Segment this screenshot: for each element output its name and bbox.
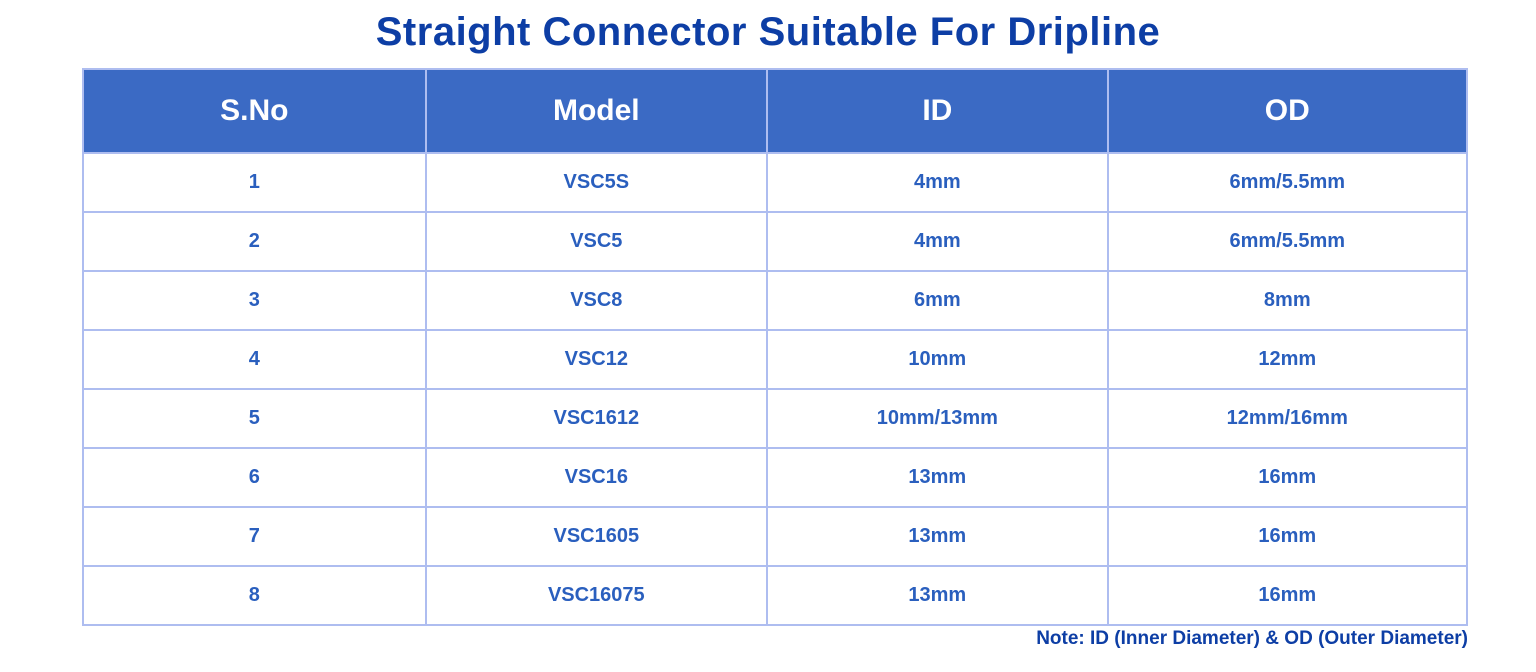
cell-sno: 3 <box>82 270 427 331</box>
header-row: S.No Model ID OD <box>82 68 1469 154</box>
table-row: 4 VSC12 10mm 12mm <box>82 329 1469 390</box>
cell-model: VSC5S <box>424 152 769 213</box>
cell-model: VSC1605 <box>424 506 769 567</box>
cell-id: 4mm <box>766 152 1109 213</box>
cell-model: VSC16 <box>424 447 769 508</box>
cell-sno: 4 <box>82 329 427 390</box>
page-title: Straight Connector Suitable For Dripline <box>375 10 1161 54</box>
cell-id: 10mm/13mm <box>766 388 1109 449</box>
table-note: Note: ID (Inner Diameter) & OD (Outer Di… <box>1036 628 1468 649</box>
cell-od: 12mm/16mm <box>1106 388 1469 449</box>
table-row: 3 VSC8 6mm 8mm <box>82 270 1469 331</box>
cell-sno: 1 <box>82 152 427 213</box>
table-row: 5 VSC1612 10mm/13mm 12mm/16mm <box>82 388 1469 449</box>
cell-od: 16mm <box>1106 565 1469 626</box>
cell-model: VSC1612 <box>424 388 769 449</box>
cell-id: 13mm <box>766 447 1109 508</box>
cell-od: 16mm <box>1106 506 1469 567</box>
cell-sno: 6 <box>82 447 427 508</box>
cell-model: VSC8 <box>424 270 769 331</box>
cell-id: 6mm <box>766 270 1109 331</box>
cell-model: VSC12 <box>424 329 769 390</box>
cell-od: 6mm/5.5mm <box>1106 152 1469 213</box>
cell-id: 13mm <box>766 506 1109 567</box>
cell-model: VSC16075 <box>424 565 769 626</box>
column-header-model: Model <box>424 68 769 154</box>
table-row: 8 VSC16075 13mm 16mm <box>82 565 1469 626</box>
cell-od: 12mm <box>1106 329 1469 390</box>
cell-sno: 7 <box>82 506 427 567</box>
table-header: S.No Model ID OD <box>82 68 1469 154</box>
cell-id: 4mm <box>766 211 1109 272</box>
table-row: 7 VSC1605 13mm 16mm <box>82 506 1469 567</box>
table-body: 1 VSC5S 4mm 6mm/5.5mm 2 VSC5 4mm 6mm/5.5… <box>82 152 1469 626</box>
table-row: 2 VSC5 4mm 6mm/5.5mm <box>82 211 1469 272</box>
column-header-id: ID <box>766 68 1109 154</box>
column-header-od: OD <box>1106 68 1469 154</box>
cell-id: 10mm <box>766 329 1109 390</box>
cell-sno: 2 <box>82 211 427 272</box>
cell-od: 8mm <box>1106 270 1469 331</box>
cell-od: 16mm <box>1106 447 1469 508</box>
table-row: 6 VSC16 13mm 16mm <box>82 447 1469 508</box>
cell-sno: 5 <box>82 388 427 449</box>
cell-id: 13mm <box>766 565 1109 626</box>
table-row: 1 VSC5S 4mm 6mm/5.5mm <box>82 152 1469 213</box>
column-header-sno: S.No <box>82 68 427 154</box>
cell-model: VSC5 <box>424 211 769 272</box>
cell-od: 6mm/5.5mm <box>1106 211 1469 272</box>
connector-spec-table: S.No Model ID OD 1 VSC5S 4mm 6mm/5.5mm 2… <box>82 68 1469 626</box>
cell-sno: 8 <box>82 565 427 626</box>
